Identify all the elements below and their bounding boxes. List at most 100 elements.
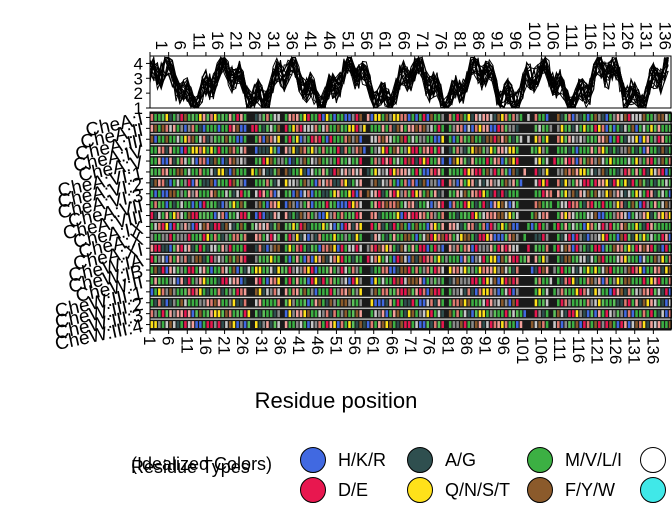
heatmap-cell	[255, 223, 258, 230]
heatmap-cell	[504, 179, 508, 187]
heatmap-cell	[560, 179, 564, 187]
heatmap-cell	[497, 114, 500, 121]
heatmap-cell	[501, 168, 504, 176]
heatmap-cell	[441, 201, 444, 209]
heatmap-cell	[381, 299, 385, 307]
heatmap-cell	[325, 266, 329, 274]
heatmap-cell	[478, 212, 482, 219]
heatmap-cell	[661, 321, 664, 328]
heatmap-cell	[284, 168, 288, 176]
heatmap-cell	[303, 201, 306, 209]
heatmap-cell	[206, 255, 210, 263]
heatmap-cell	[430, 157, 433, 165]
heatmap-cell	[512, 168, 515, 176]
heatmap-cell	[642, 288, 646, 296]
heatmap-cell	[489, 244, 493, 252]
heatmap-cell	[646, 124, 650, 132]
heatmap-cell	[374, 277, 377, 285]
heatmap-cell	[262, 266, 265, 274]
heatmap-cell	[456, 212, 459, 219]
heatmap-cell	[460, 233, 463, 241]
heatmap-cell	[184, 321, 187, 328]
heatmap-cell	[172, 168, 176, 176]
heatmap-cell	[635, 212, 638, 219]
heatmap-cell	[549, 277, 553, 285]
heatmap-cell	[258, 223, 262, 230]
heatmap-cell	[236, 190, 239, 198]
heatmap-cell	[396, 223, 400, 230]
heatmap-cell	[318, 135, 321, 143]
heatmap-cell	[318, 299, 321, 307]
heatmap-cell	[665, 266, 668, 274]
heatmap-row	[150, 210, 672, 221]
heatmap-cell	[653, 223, 657, 230]
heatmap-cell	[486, 212, 489, 219]
heatmap-cell	[545, 223, 549, 230]
heatmap-cell	[262, 223, 265, 230]
heatmap-cell	[404, 321, 407, 328]
heatmap-cell	[564, 321, 567, 328]
heatmap-cell	[601, 233, 605, 241]
heatmap-cell	[262, 255, 265, 263]
heatmap-cell	[370, 233, 374, 241]
heatmap-cell	[150, 201, 154, 209]
heatmap-cell	[415, 223, 418, 230]
heatmap-cell	[240, 168, 243, 176]
heatmap-cell	[542, 135, 545, 143]
heatmap-cell	[333, 277, 336, 285]
heatmap-cell	[266, 255, 269, 263]
heatmap-cell	[396, 233, 400, 241]
heatmap-cell	[545, 135, 549, 143]
heatmap-cell	[210, 212, 213, 219]
heatmap-cell	[467, 212, 471, 219]
heatmap-cell	[486, 157, 489, 165]
heatmap-cell	[504, 233, 508, 241]
heatmap-cell	[448, 266, 452, 274]
heatmap-cell	[359, 255, 362, 263]
heatmap-cell	[191, 321, 195, 328]
heatmap-cell	[501, 321, 504, 328]
heatmap-cell	[385, 288, 389, 296]
heatmap-cell	[165, 266, 169, 274]
heatmap-cell	[642, 168, 646, 176]
heatmap-cell	[478, 266, 482, 274]
heatmap-cell	[594, 223, 597, 230]
heatmap-cell	[232, 114, 236, 121]
heatmap-cell	[378, 299, 381, 307]
heatmap-cell	[620, 135, 623, 143]
heatmap-cell	[348, 233, 351, 241]
heatmap-cell	[210, 233, 213, 241]
heatmap-cell	[474, 190, 478, 198]
heatmap-cell	[277, 266, 280, 274]
heatmap-cell	[482, 146, 485, 154]
heatmap-cell	[624, 223, 627, 230]
heatmap-cell	[210, 288, 213, 296]
heatmap-cell	[635, 223, 638, 230]
heatmap-cell	[243, 266, 247, 274]
heatmap-cell	[180, 299, 183, 307]
heatmap-cell	[199, 114, 202, 121]
legend-swatch	[527, 477, 553, 503]
heatmap-cell	[176, 299, 180, 307]
heatmap-cell	[564, 277, 567, 285]
heatmap-cell	[400, 233, 403, 241]
heatmap-cell	[538, 157, 541, 165]
heatmap-cell	[389, 146, 392, 154]
heatmap-cell	[269, 201, 273, 209]
heatmap-cell	[407, 310, 411, 318]
heatmap-cell	[586, 179, 590, 187]
heatmap-cell	[545, 321, 549, 328]
heatmap-cell	[228, 135, 232, 143]
heatmap-cell	[512, 223, 515, 230]
heatmap-cell	[292, 255, 295, 263]
heatmap-cell	[657, 233, 661, 241]
heatmap-cell	[653, 114, 657, 121]
heatmap-cell	[594, 255, 597, 263]
x-tick-label-top: 41	[301, 31, 320, 50]
heatmap-cell	[448, 114, 452, 121]
heatmap-cell	[620, 223, 623, 230]
heatmap-cell	[519, 114, 523, 121]
heatmap-cell	[318, 168, 321, 176]
heatmap-cell	[258, 266, 262, 274]
heatmap-cell	[471, 223, 474, 230]
